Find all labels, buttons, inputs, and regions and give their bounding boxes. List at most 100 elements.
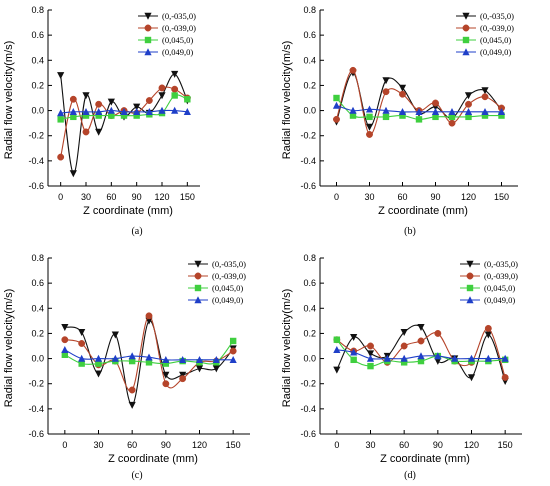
y-tick-label: -0.2 — [28, 379, 44, 389]
x-tick-label: 60 — [397, 192, 407, 202]
data-point — [179, 356, 187, 364]
y-tick-label: 0.2 — [303, 80, 316, 90]
y-tick-label: -0.4 — [28, 156, 44, 166]
data-point — [501, 373, 509, 381]
data-point — [171, 106, 179, 114]
data-point — [158, 84, 166, 92]
data-point — [465, 100, 472, 108]
legend-swatch-marker — [194, 296, 202, 304]
data-point — [82, 108, 90, 116]
legend-label: (0,-035,0) — [484, 259, 518, 269]
data-point — [400, 359, 408, 366]
legend-label: (0,045,0) — [484, 283, 515, 293]
legend-swatch-marker — [462, 48, 470, 56]
data-point — [120, 108, 128, 116]
x-tick-label: 30 — [364, 192, 374, 202]
data-point — [400, 342, 408, 350]
x-axis-title: Z coordinate (mm) — [378, 205, 468, 217]
x-tick-label: 30 — [365, 440, 375, 450]
y-tick-label: 0.4 — [31, 303, 44, 313]
y-axis-title: Radial flow velocity(m/s) — [3, 41, 15, 160]
series-line — [64, 315, 234, 392]
data-point — [417, 352, 425, 360]
legend-label: (0,045,0) — [212, 283, 243, 293]
y-tick-label: -0.2 — [300, 131, 316, 141]
data-point — [195, 365, 204, 373]
data-point — [365, 105, 374, 113]
y-tick-label: 0.0 — [31, 106, 44, 116]
x-tick-label: 150 — [498, 440, 513, 450]
series-line — [60, 73, 188, 174]
x-axis-title: Z coordinate (mm) — [108, 453, 198, 465]
data-point — [78, 328, 86, 336]
data-point — [398, 84, 407, 92]
data-point — [350, 356, 357, 364]
x-tick-label: 0 — [62, 440, 67, 450]
data-point — [133, 112, 140, 119]
data-point — [481, 87, 489, 95]
data-point — [145, 353, 153, 361]
data-point — [333, 115, 340, 123]
legend-label: (0,045,0) — [162, 35, 193, 45]
legend-label: (0,-039,0) — [484, 271, 518, 281]
data-point — [464, 108, 473, 116]
data-point — [365, 123, 374, 131]
data-point — [195, 356, 204, 364]
legend-swatch-marker — [144, 36, 152, 44]
data-point — [366, 131, 373, 138]
data-point — [448, 119, 456, 127]
data-point — [398, 108, 407, 116]
x-tick-label: 90 — [161, 440, 171, 450]
y-tick-label: 0.4 — [31, 55, 44, 65]
data-point — [95, 100, 103, 108]
legend: (0,-035,0) (0,-039,0) (0,045,0) (0,049,0) — [188, 259, 246, 305]
y-tick-label: 0.0 — [303, 106, 316, 116]
data-point — [179, 371, 187, 379]
data-point — [448, 108, 456, 116]
panel-label: (c) — [131, 470, 142, 481]
y-tick-label: -0.6 — [28, 181, 44, 191]
y-tick-label: -0.4 — [300, 404, 316, 414]
x-tick-label: 60 — [106, 192, 116, 202]
y-tick-label: 0.0 — [31, 354, 44, 364]
data-point — [350, 334, 358, 341]
data-point — [350, 348, 358, 356]
y-tick-label: -0.2 — [28, 131, 44, 141]
data-point — [417, 337, 425, 345]
legend-swatch-marker — [194, 284, 202, 292]
data-point — [145, 359, 153, 366]
data-point — [145, 312, 153, 320]
y-tick-label: 0.6 — [303, 30, 316, 40]
legend-swatch-marker — [194, 260, 202, 268]
y-axis-title: Radial flow velocity(m/s) — [3, 289, 15, 408]
data-point — [61, 351, 69, 358]
data-point — [417, 357, 425, 365]
data-point — [484, 354, 492, 362]
legend-swatch-marker — [194, 272, 202, 280]
data-point — [133, 108, 141, 116]
series-line — [60, 86, 188, 158]
data-point — [229, 356, 237, 364]
data-point — [128, 357, 136, 365]
data-point — [467, 374, 476, 382]
data-point — [212, 365, 220, 373]
data-point — [399, 90, 406, 98]
data-point — [349, 112, 357, 119]
data-point — [111, 354, 119, 362]
data-point — [332, 101, 341, 109]
x-tick-label: 30 — [93, 440, 103, 450]
data-point — [349, 66, 357, 74]
data-point — [128, 386, 136, 394]
data-point — [78, 360, 85, 367]
data-point — [367, 362, 374, 370]
data-point — [120, 112, 128, 119]
panel-label: (d) — [404, 470, 416, 481]
x-tick-label: 150 — [494, 192, 509, 202]
y-tick-label: -0.4 — [28, 404, 44, 414]
data-point — [333, 94, 340, 102]
data-point — [366, 350, 375, 358]
legend-swatch-marker — [466, 296, 474, 304]
legend-label: (0,-039,0) — [480, 23, 514, 33]
data-point — [162, 371, 170, 379]
data-point — [212, 356, 220, 364]
